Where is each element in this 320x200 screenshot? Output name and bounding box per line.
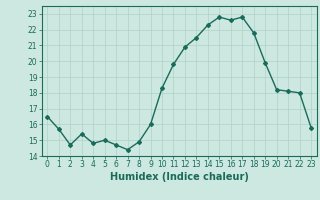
X-axis label: Humidex (Indice chaleur): Humidex (Indice chaleur) [110, 172, 249, 182]
